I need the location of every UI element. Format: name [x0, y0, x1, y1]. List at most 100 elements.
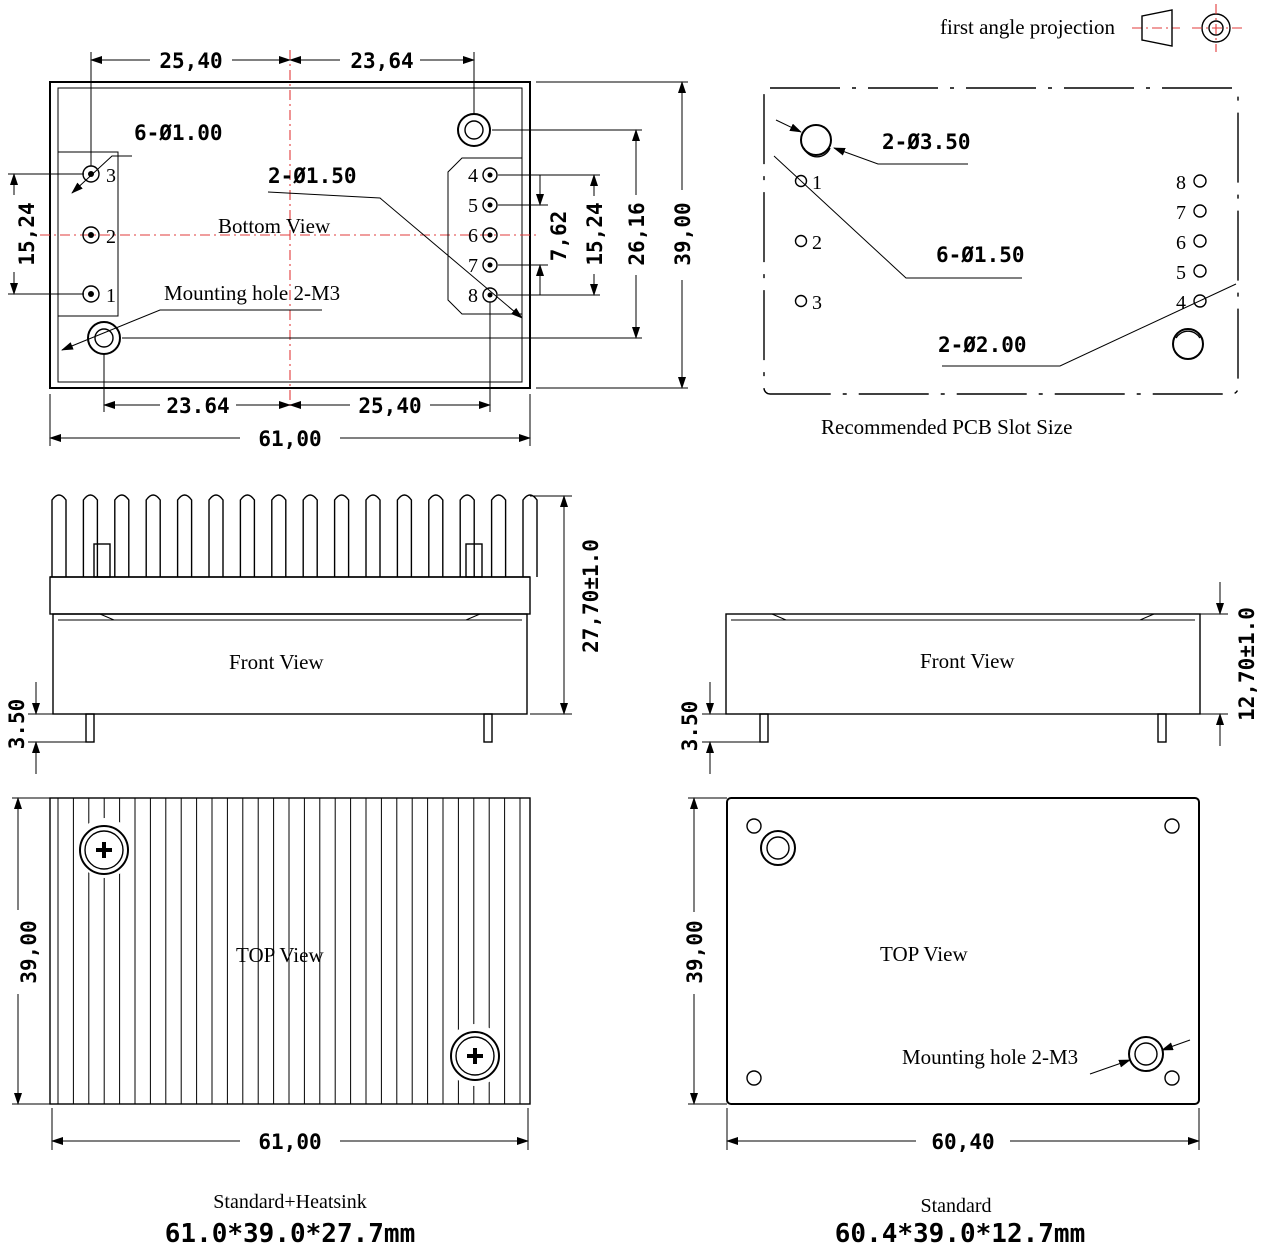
top-standard-height: 39,00	[683, 920, 707, 983]
pin-label-7: 7	[468, 255, 478, 277]
heatsink-fin	[459, 494, 475, 577]
pcb-pin-1	[794, 174, 808, 188]
pcb-pin-5	[1193, 264, 1207, 278]
screw-bottom-right-ring	[455, 1036, 495, 1076]
front-pin-left	[85, 713, 95, 743]
front-body-heatsink	[52, 613, 528, 715]
front-standard-height: 12,70±1.0	[1235, 607, 1259, 721]
top-standard-mount-callout: Mounting hole 2-M3	[902, 1045, 1078, 1069]
pcb-callout-pins: 6-Ø1.50	[936, 243, 1025, 267]
heatsink-base	[49, 576, 531, 615]
top-heatsink-width: 61,00	[258, 1130, 321, 1154]
front-standard-title: Front View	[920, 649, 1015, 673]
right-pin-pad	[447, 157, 522, 315]
mount-hole-top-right	[457, 113, 491, 147]
front-standard-pin-left	[759, 713, 769, 743]
pcb-outline	[763, 87, 1239, 395]
pcb-view: 1 2 3 8 7 6 5 4 2-Ø3.50 6-Ø1.50 2-Ø2.00 …	[763, 87, 1239, 439]
heatsink-fin	[396, 494, 413, 577]
top-standard-hole-bl	[746, 1070, 762, 1086]
bottom-view-title: Bottom View	[218, 214, 331, 238]
heatsink-fin	[239, 494, 256, 577]
pcb-pin-label-2: 2	[812, 232, 822, 254]
top-standard-outline	[726, 797, 1200, 1105]
pin-7	[482, 257, 498, 273]
top-standard-hole-tr	[1164, 818, 1180, 834]
callout-pins-right: 2-Ø1.50	[268, 164, 357, 188]
top-view-standard: TOP View Mounting hole 2-M3 39,00 60,40 …	[683, 797, 1200, 1249]
pin-5	[482, 197, 498, 213]
pcb-pin-label-7: 7	[1176, 202, 1186, 224]
mount-hole-bottom-left	[87, 321, 121, 355]
projection-label: first angle projection	[940, 15, 1115, 39]
dim-hole-span: 26,16	[625, 202, 649, 265]
pcb-callout-big-holes: 2-Ø3.50	[882, 130, 971, 154]
screw-bottom-right	[450, 1031, 500, 1081]
projection-circle-inner-icon	[1208, 20, 1224, 36]
top-heatsink-height: 39,00	[17, 920, 41, 983]
pin-label-6: 6	[468, 225, 478, 247]
pcb-big-hole-bottom	[1172, 328, 1204, 360]
front-standard-pin-right	[1157, 713, 1167, 743]
pin-label-5: 5	[468, 195, 478, 217]
pin-label-1: 1	[106, 285, 116, 307]
leader-pins	[71, 155, 132, 194]
dim-left-top: 25,40	[159, 49, 222, 73]
pcb-leader-big-holes-2	[775, 119, 802, 133]
dim-left-bottom: 23.64	[166, 394, 229, 418]
dim-overall-height: 39,00	[671, 202, 695, 265]
front-standard-pin-len: 3.50	[678, 701, 702, 752]
callout-pins: 6-Ø1.00	[134, 121, 223, 145]
leader-mount	[61, 309, 322, 351]
front-body-chamfer	[99, 613, 481, 621]
top-standard-leader-2	[1161, 1039, 1191, 1051]
front-heatsink-title: Front View	[229, 650, 324, 674]
heatsink-fin	[302, 494, 318, 577]
top-heatsink-title: TOP View	[236, 943, 324, 967]
pin-4	[482, 167, 498, 183]
screw-top-left	[79, 825, 129, 875]
leader-pins-right	[267, 191, 523, 319]
top-standard-mount-bottom-inner	[1134, 1042, 1158, 1066]
top-view-heatsink: TOP View 39,00 61,00 Standard+Heatsink 6…	[12, 797, 531, 1249]
heatsink-fin	[522, 494, 538, 577]
heatsink-caption-size: 61.0*39.0*27.7mm	[165, 1219, 415, 1249]
pcb-pin-2	[794, 234, 808, 248]
heatsink-fin	[114, 494, 130, 577]
pin-label-2: 2	[106, 226, 116, 248]
standard-caption-size: 60.4*39.0*12.7mm	[835, 1219, 1085, 1249]
top-standard-width: 60,40	[931, 1130, 994, 1154]
front-view-heatsink: Front View 3.50 27,70±1.0	[5, 494, 603, 774]
dim-right-outer: 15,24	[583, 202, 607, 265]
callout-mount: Mounting hole 2-M3	[164, 281, 340, 305]
pin-label-3: 3	[106, 165, 116, 187]
heatsink-fin	[208, 494, 224, 577]
heatsink-fin	[51, 494, 67, 577]
top-standard-hole-br	[1164, 1070, 1180, 1086]
dim-right-bottom: 25,40	[358, 394, 421, 418]
pcb-leader-pins	[773, 155, 1022, 279]
dim-right-top: 23,64	[350, 49, 413, 73]
mount-hole-top-right-inner	[464, 120, 484, 140]
projection-cone-icon	[1141, 9, 1173, 47]
left-pin-pad	[58, 151, 119, 317]
heatsink-fins	[51, 494, 538, 577]
pcb-big-hole-top	[800, 124, 832, 156]
top-standard-mount-bottom	[1128, 1036, 1164, 1072]
pcb-pin-label-6: 6	[1176, 232, 1186, 254]
screw-top-left-plus-icon	[96, 842, 112, 858]
pcb-callout-mount: 2-Ø2.00	[938, 333, 1027, 357]
pcb-pin-4	[1193, 294, 1207, 308]
heatsink-fin	[271, 494, 287, 577]
heatsink-caption-name: Standard+Heatsink	[213, 1191, 366, 1213]
pin-2	[82, 226, 100, 244]
front-standard-chamfer	[771, 613, 1155, 621]
front-body-standard	[725, 613, 1201, 715]
heatsink-fin	[333, 494, 350, 577]
dim-overall-width: 61,00	[258, 427, 321, 451]
top-standard-title: TOP View	[880, 942, 968, 966]
bottom-view: 3 2 1 4 5 6 7 8 Bottom View 25,40 23,64 …	[8, 49, 695, 451]
pcb-pin-label-5: 5	[1176, 262, 1186, 284]
pcb-pin-3	[794, 294, 808, 308]
